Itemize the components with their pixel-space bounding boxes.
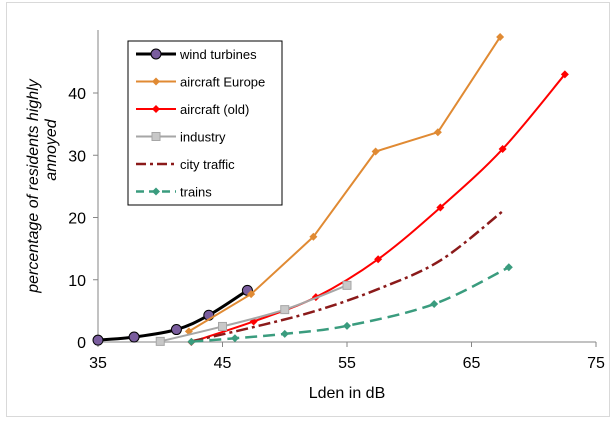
x-axis-title: Lden in dB: [309, 385, 386, 402]
series-1-point: [247, 290, 256, 299]
series-3-point: [342, 280, 352, 290]
series-2-point: [498, 145, 507, 154]
y-tick-label: 20: [68, 211, 86, 228]
series-1-point: [433, 128, 442, 137]
series-2-point: [436, 203, 445, 212]
series-2-point: [560, 70, 569, 79]
y-tick-label: 30: [68, 148, 86, 165]
series-line-1: [188, 36, 501, 333]
series-line-4: [191, 210, 504, 343]
series-5-point: [280, 329, 289, 338]
series-3-point: [280, 305, 290, 315]
chart-frame: [6, 2, 610, 417]
y-tick-label: 40: [68, 86, 86, 103]
series-5-point: [430, 300, 439, 309]
y-axis-title-line-1: percentage of residents highly: [25, 78, 42, 293]
series-0-point: [92, 334, 104, 346]
axes: 35 45 55 65 75 0 10 20 30 40: [68, 30, 605, 372]
series-1-point: [309, 232, 318, 241]
x-tick-label: 65: [463, 355, 481, 372]
legend: wind turbines aircraft Europe aircraft (ol…: [127, 40, 283, 206]
x-tick-label: 35: [89, 355, 107, 372]
series-5-point: [343, 321, 351, 330]
legend-marker-1: [152, 77, 160, 86]
series-3-point: [155, 336, 165, 346]
legend-marker-3: [151, 132, 161, 141]
legend-label-4: city traffic: [180, 157, 235, 172]
series-0-point: [128, 331, 140, 343]
series-5-point: [504, 263, 513, 272]
series-5-point: [187, 337, 196, 346]
series-2-point: [374, 255, 383, 264]
legend-marker-5: [152, 187, 160, 196]
y-tick-label: 10: [68, 273, 86, 290]
series-group: [92, 32, 569, 346]
legend-label-5: trains: [180, 185, 212, 200]
y-tick-label: 0: [77, 335, 86, 352]
legend-marker-0: [150, 48, 162, 60]
series-1-point: [496, 32, 505, 41]
series-1-point: [371, 147, 380, 156]
legend-label-1: aircraft Europe: [180, 75, 265, 90]
legend-label-0: wind turbines: [179, 47, 257, 62]
x-tick-label: 55: [338, 355, 356, 372]
x-tick-label: 45: [214, 355, 232, 372]
legend-marker-2: [152, 105, 160, 113]
x-tick-label: 75: [587, 355, 605, 372]
series-5-point: [230, 334, 239, 343]
legend-label-2: aircraft (old): [180, 102, 249, 117]
y-axis-title-line-2: annoyed: [43, 118, 60, 180]
legend-label-3: industry: [180, 130, 226, 145]
series-line-3: [160, 284, 348, 343]
legend-box: [127, 40, 283, 206]
series-0-point: [170, 324, 182, 336]
series-3-point: [218, 321, 227, 331]
